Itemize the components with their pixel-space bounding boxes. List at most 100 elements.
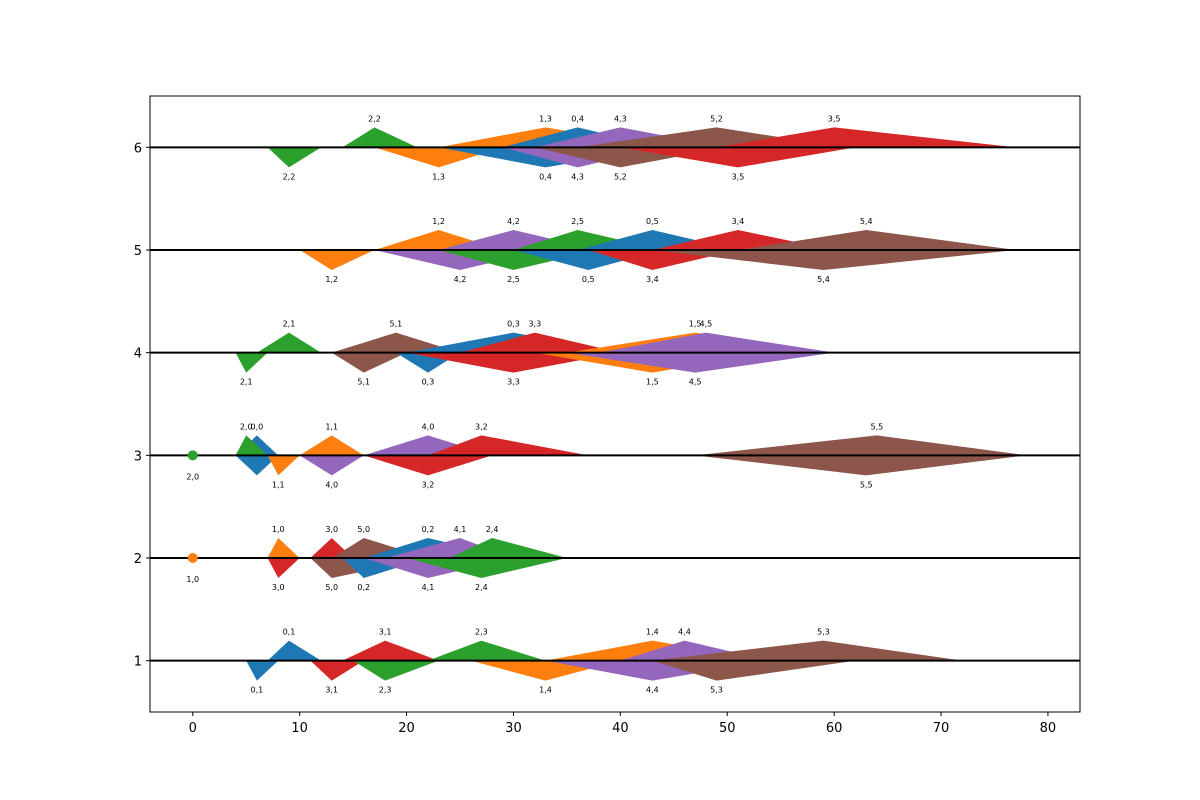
y-tick-label-4: 5 xyxy=(134,244,142,259)
kite-23 xyxy=(310,660,364,681)
kite-label-64: 4,3 xyxy=(614,114,627,123)
kite-32 xyxy=(652,640,963,661)
kite-label-65: 5,2 xyxy=(614,172,627,181)
kite-label-47: 4,2 xyxy=(454,275,467,284)
kite-label-31: 5,3 xyxy=(710,686,723,695)
kite-7 xyxy=(427,435,589,456)
kite-label-32: 5,3 xyxy=(817,628,830,637)
kite-label-19: 2,4 xyxy=(475,583,488,592)
kite-19 xyxy=(406,558,567,578)
kite-label-36: 5,1 xyxy=(389,320,402,329)
kite-label-48: 4,2 xyxy=(507,217,520,226)
x-tick-label-6: 60 xyxy=(826,721,843,736)
kite-label-17: 4,1 xyxy=(422,583,435,592)
dot-1 xyxy=(187,450,198,461)
kite-25 xyxy=(353,660,439,681)
kite-label-3: 1,1 xyxy=(325,422,338,431)
kite-label-13: 5,0 xyxy=(325,583,338,592)
x-tick-label-5: 50 xyxy=(719,721,736,736)
kite-56 xyxy=(737,230,1016,250)
y-tick-label-5: 6 xyxy=(134,141,142,156)
kite-label-24: 3,1 xyxy=(379,628,392,637)
kite-label-5: 4,0 xyxy=(422,422,435,431)
kite-label-26: 2,3 xyxy=(475,628,488,637)
kite-label-33: 2,1 xyxy=(240,378,253,387)
kite-68 xyxy=(716,127,1016,148)
y-tick-label-0: 1 xyxy=(134,655,142,670)
kite-36 xyxy=(331,332,460,353)
x-tick-label-2: 20 xyxy=(398,721,415,736)
kite-label-49: 2,5 xyxy=(507,275,520,284)
kite-45 xyxy=(299,250,375,270)
kite-10 xyxy=(267,538,300,558)
x-tick-label-3: 30 xyxy=(505,721,522,736)
kite-26 xyxy=(427,640,546,661)
kite-67 xyxy=(620,147,856,168)
y-tick-label-2: 3 xyxy=(134,449,142,464)
kite-label-58: 2,2 xyxy=(368,114,381,123)
y-tick-label-1: 2 xyxy=(134,552,142,567)
kite-label-20: 2,4 xyxy=(486,525,499,534)
kite-label-18: 4,1 xyxy=(454,525,467,534)
kite-40 xyxy=(460,332,621,353)
kite-label-54: 3,4 xyxy=(732,217,745,226)
kite-label-23: 3,1 xyxy=(325,686,338,695)
plot-area: 0,02,01,11,14,04,03,23,2 5,55,51,03,03,05… xyxy=(150,114,1080,695)
kite-6 xyxy=(363,455,493,476)
kite-label-55: 5,4 xyxy=(817,275,830,284)
dot-label-1: 2,0 xyxy=(186,472,199,481)
kite-label-57: 2,2 xyxy=(283,172,296,181)
kite-label-61: 0,4 xyxy=(539,172,552,181)
x-tick-label-4: 40 xyxy=(612,721,629,736)
kite-label-6: 3,2 xyxy=(422,480,435,489)
kite-43 xyxy=(566,352,835,373)
kite-57 xyxy=(267,147,322,168)
x-tick-label-1: 10 xyxy=(291,721,308,736)
kite-label-63: 4,3 xyxy=(571,172,584,181)
kite-label-39: 3,3 xyxy=(507,378,520,387)
kite-8 xyxy=(695,435,1027,456)
kite-label-0: 0,0 xyxy=(251,422,264,431)
kite-label-67: 3,5 xyxy=(732,172,745,181)
kite-label-40: 3,3 xyxy=(528,320,541,329)
kite-label-9: 5,5 xyxy=(860,480,873,489)
kite-label-62: 0,4 xyxy=(571,114,584,123)
kite-31 xyxy=(652,660,856,681)
kite-24 xyxy=(342,640,439,661)
kite-33 xyxy=(235,352,268,373)
x-tick-label-8: 80 xyxy=(1040,721,1057,736)
kite-4 xyxy=(299,455,364,476)
kite-label-28: 1,4 xyxy=(646,628,659,637)
kite-20 xyxy=(449,538,567,558)
kite-label-37: 0,3 xyxy=(422,378,435,387)
kite-label-46: 1,2 xyxy=(432,217,445,226)
kite-label-25: 2,3 xyxy=(379,686,392,695)
kite-34 xyxy=(256,332,322,353)
kite-label-41: 1,5 xyxy=(646,378,659,387)
kite-55 xyxy=(652,250,1016,270)
axes: 0 10 20 30 40 50 60 70 80 1 2 3 4 5 6 xyxy=(134,95,1081,736)
kite-label-15: 0,2 xyxy=(357,583,370,592)
kite-label-8: 5,5 xyxy=(871,422,884,431)
kite-58 xyxy=(342,127,418,148)
kite-label-7: 3,2 xyxy=(475,422,488,431)
kite-label-11: 3,0 xyxy=(272,583,285,592)
dot-label-0: 1,0 xyxy=(186,575,199,584)
kite-label-30: 4,4 xyxy=(678,628,691,637)
kite-label-50: 2,5 xyxy=(571,217,584,226)
kite-22 xyxy=(267,640,322,661)
kite-label-12: 3,0 xyxy=(325,525,338,534)
kite-label-43: 4,5 xyxy=(689,378,702,387)
kite-label-56: 5,4 xyxy=(860,217,873,226)
kite-label-16: 0,2 xyxy=(422,525,435,534)
kite-label-52: 0,5 xyxy=(646,217,659,226)
kite-44 xyxy=(598,332,835,353)
dot-0 xyxy=(187,553,198,563)
kite-35 xyxy=(331,352,407,373)
kite-label-1: 2,0 xyxy=(240,422,253,431)
kite-label-4: 4,0 xyxy=(325,480,338,489)
kite-3 xyxy=(299,435,364,456)
kite-2 xyxy=(267,455,300,476)
kite-label-34: 2,1 xyxy=(283,320,296,329)
